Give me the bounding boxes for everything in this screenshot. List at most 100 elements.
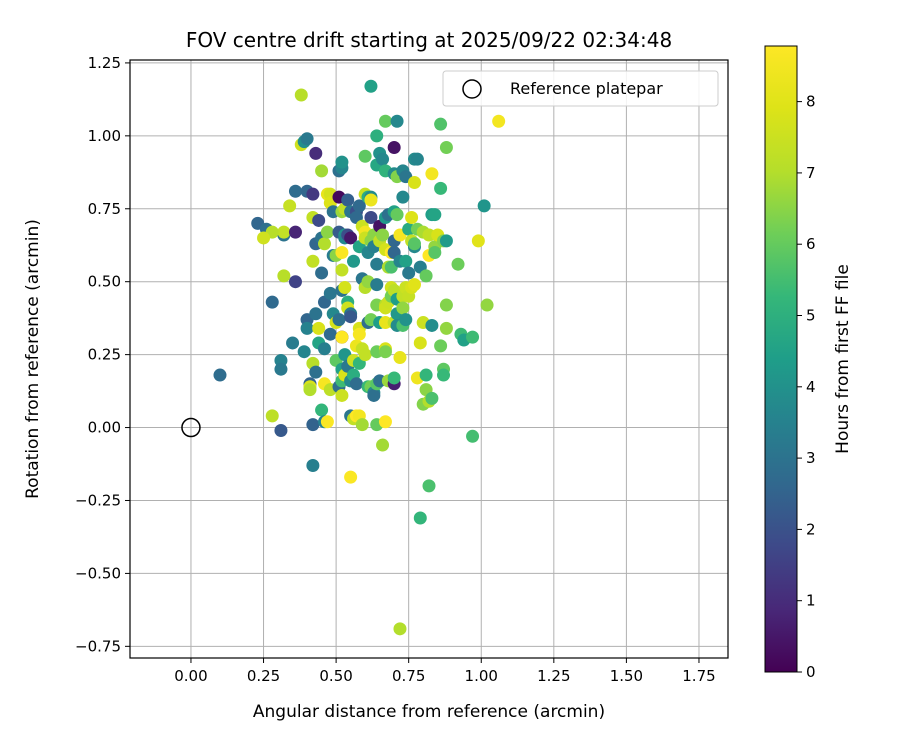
data-point — [347, 254, 361, 268]
colorbar-tick-label: 3 — [806, 449, 816, 467]
data-point — [466, 429, 480, 443]
data-point — [399, 254, 413, 268]
data-point — [451, 257, 465, 271]
data-point — [300, 132, 314, 146]
y-tick-label: 0.75 — [88, 200, 121, 218]
data-point — [437, 368, 451, 382]
data-point — [419, 269, 433, 283]
data-point — [352, 199, 366, 213]
data-point — [309, 365, 323, 379]
data-point — [378, 415, 392, 429]
data-point — [274, 362, 288, 376]
data-point — [376, 152, 390, 166]
x-tick-label: 0.75 — [392, 667, 425, 685]
y-tick-label: 1.25 — [88, 54, 121, 72]
y-tick-label: 0.25 — [88, 346, 121, 364]
data-point — [434, 117, 448, 131]
y-tick-label: 0.00 — [88, 419, 121, 437]
data-point — [358, 149, 372, 163]
data-point — [274, 423, 288, 437]
data-point — [323, 327, 337, 341]
data-point — [312, 321, 326, 335]
data-point — [390, 114, 404, 128]
colorbar-tick-label: 8 — [806, 93, 816, 111]
x-axis-ticks: 0.00 0.25 0.50 0.75 1.00 1.25 1.50 1.75 — [174, 658, 716, 685]
data-point — [265, 409, 279, 423]
legend: Reference platepar — [442, 70, 719, 107]
data-point — [387, 141, 401, 155]
data-point — [335, 246, 349, 260]
colorbar: 0 1 2 3 4 5 6 7 8 Hours from first FF file — [764, 45, 853, 681]
data-point — [434, 181, 448, 195]
data-point — [405, 211, 419, 225]
data-point — [323, 286, 337, 300]
data-point — [213, 368, 227, 382]
data-point — [393, 622, 407, 636]
legend-label: Reference platepar — [510, 79, 663, 98]
data-point — [355, 418, 369, 432]
x-tick-label: 0.50 — [319, 667, 352, 685]
x-tick-label: 1.75 — [682, 667, 715, 685]
y-tick-label: −0.50 — [75, 564, 121, 582]
y-tick-label: 0.50 — [88, 273, 121, 291]
reference-platepar-marker — [181, 417, 201, 438]
data-point — [283, 199, 297, 213]
data-point — [425, 167, 439, 181]
y-tick-label: −0.25 — [75, 491, 121, 509]
data-point — [367, 388, 381, 402]
data-point — [466, 330, 480, 344]
x-tick-label: 1.25 — [537, 667, 570, 685]
data-point — [439, 141, 453, 155]
data-point — [439, 298, 453, 312]
data-point — [335, 330, 349, 344]
data-point — [286, 336, 300, 350]
data-point — [257, 231, 271, 245]
data-point — [315, 266, 329, 280]
data-point — [407, 176, 421, 190]
data-point — [315, 164, 329, 178]
colorbar-tick-label: 1 — [806, 592, 816, 610]
data-point — [309, 307, 323, 321]
data-point — [335, 155, 349, 169]
colorbar-tick-label: 0 — [806, 663, 816, 681]
data-point — [492, 114, 506, 128]
data-point — [376, 228, 390, 242]
data-point — [306, 458, 320, 472]
x-tick-label: 0.00 — [174, 667, 207, 685]
data-point — [402, 266, 416, 280]
data-point — [425, 391, 439, 405]
data-point — [428, 246, 442, 260]
data-point — [396, 301, 410, 315]
data-point — [396, 190, 410, 204]
colorbar-tick-label: 2 — [806, 520, 816, 538]
colorbar-label: Hours from first FF file — [833, 264, 853, 454]
data-point — [312, 213, 326, 227]
colorbar-gradient — [764, 45, 798, 673]
x-tick-label: 0.25 — [247, 667, 280, 685]
data-point — [320, 415, 334, 429]
data-point — [277, 225, 291, 239]
data-point — [303, 383, 317, 397]
x-tick-label: 1.00 — [465, 667, 498, 685]
colorbar-tick-label: 6 — [806, 235, 816, 253]
data-point — [335, 263, 349, 277]
data-point — [341, 193, 355, 207]
data-point — [364, 211, 378, 225]
data-point — [352, 327, 366, 341]
data-point — [413, 511, 427, 525]
x-tick-label: 1.50 — [610, 667, 643, 685]
data-point — [425, 318, 439, 332]
colorbar-tick-label: 7 — [806, 164, 816, 182]
data-point — [332, 313, 346, 327]
data-point — [300, 321, 314, 335]
data-point — [320, 225, 334, 239]
grid-lines — [130, 60, 728, 658]
colorbar-tick-label: 4 — [806, 378, 816, 396]
data-point — [288, 225, 302, 239]
y-tick-label: 1.00 — [88, 127, 121, 145]
data-point — [410, 152, 424, 166]
data-point — [413, 336, 427, 350]
data-point — [349, 377, 363, 391]
colorbar-ticks: 0 1 2 3 4 5 6 7 8 — [797, 93, 816, 681]
